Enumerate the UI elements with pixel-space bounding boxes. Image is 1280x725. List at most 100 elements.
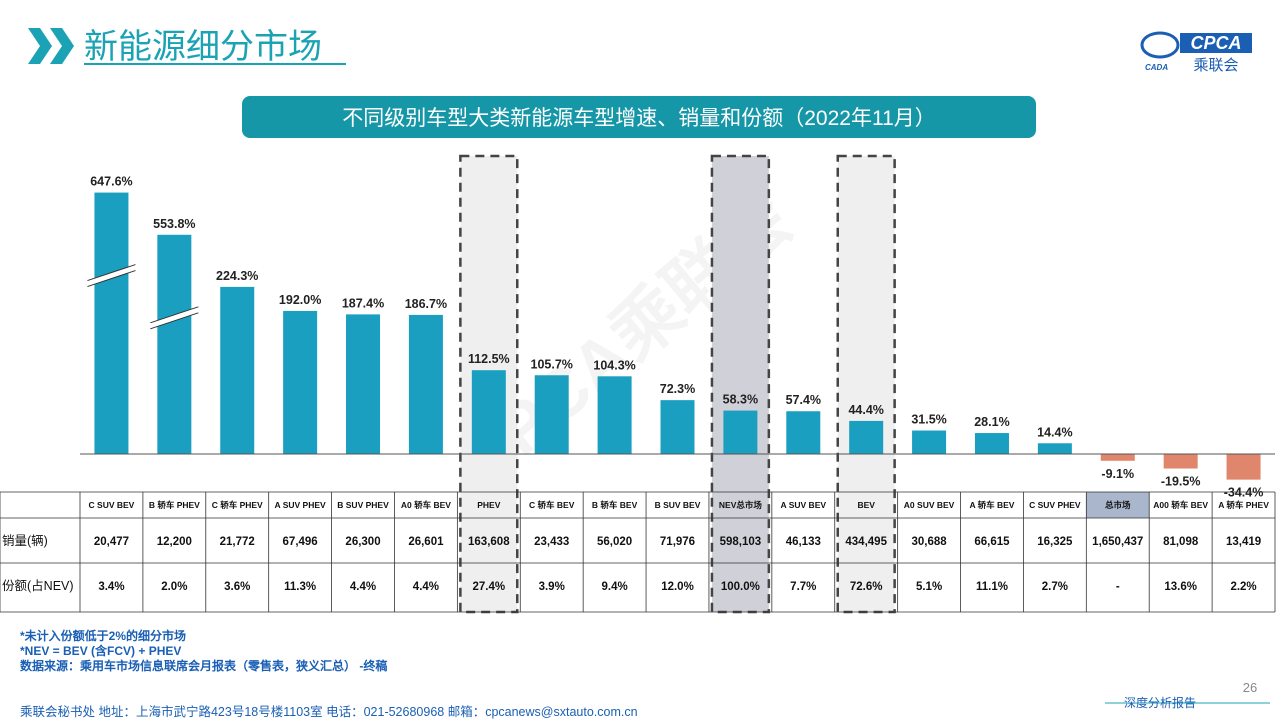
bar bbox=[346, 314, 381, 454]
bar bbox=[157, 234, 192, 454]
data-label: 647.6% bbox=[90, 175, 132, 189]
row-label: 份额(占NEV) bbox=[2, 578, 74, 593]
table-cell: 11.1% bbox=[976, 581, 1008, 593]
column-header: BEV bbox=[857, 500, 875, 510]
axis-break bbox=[87, 264, 136, 287]
axis-break-line bbox=[87, 270, 136, 288]
column-header: A00 轿车 BEV bbox=[1153, 500, 1208, 510]
table-cell: 26,300 bbox=[345, 536, 380, 548]
table-cell: 81,098 bbox=[1163, 536, 1199, 548]
column-header: NEV总市场 bbox=[719, 500, 762, 510]
bar bbox=[94, 192, 129, 454]
bar bbox=[912, 430, 947, 454]
axis-break-line bbox=[150, 312, 199, 330]
column-header: B SUV BEV bbox=[655, 500, 701, 510]
table-cell: 71,976 bbox=[660, 536, 695, 548]
bar bbox=[471, 370, 506, 454]
table-cell: 12.0% bbox=[661, 581, 694, 593]
row-label: 销量(辆) bbox=[2, 534, 48, 548]
bar bbox=[1100, 454, 1135, 461]
column-header: C 轿车 PHEV bbox=[212, 500, 263, 510]
data-label: 44.4% bbox=[848, 403, 883, 417]
column-header: A 轿车 PHEV bbox=[1218, 500, 1269, 510]
report-label: 深度分析报告 bbox=[1124, 695, 1196, 710]
data-label: 186.7% bbox=[405, 297, 447, 311]
table-cell: 11.3% bbox=[284, 581, 316, 593]
note: 数据来源：乘用车市场信息联席会月报表（零售表，狭义汇总） -终稿 bbox=[20, 658, 387, 673]
bar bbox=[1163, 454, 1198, 469]
table-cell: 13,419 bbox=[1226, 536, 1261, 548]
column-header: A SUV PHEV bbox=[275, 500, 327, 510]
column-header: C SUV PHEV bbox=[1029, 500, 1081, 510]
table-cell: 20,477 bbox=[94, 536, 129, 548]
data-label: 187.4% bbox=[342, 296, 384, 310]
column-header: B SUV PHEV bbox=[337, 500, 389, 510]
logo-box bbox=[1180, 33, 1252, 53]
highlight-box bbox=[836, 154, 896, 614]
table-cell: 3.4% bbox=[98, 581, 124, 593]
bar bbox=[660, 400, 695, 454]
note: *NEV = BEV (含FCV) + PHEV bbox=[20, 643, 181, 658]
column-header: C SUV BEV bbox=[89, 500, 135, 510]
column-header: 总市场 bbox=[1105, 500, 1131, 510]
data-label: 112.5% bbox=[468, 352, 510, 366]
logo-sub: 乘联会 bbox=[1193, 57, 1238, 74]
data-label: 104.3% bbox=[593, 358, 635, 372]
table-cell: 23,433 bbox=[534, 536, 569, 548]
data-label: 28.1% bbox=[974, 415, 1009, 429]
data-label: -19.5% bbox=[1161, 475, 1201, 489]
data-label: 72.3% bbox=[660, 382, 695, 396]
column-header: A0 SUV BEV bbox=[904, 500, 955, 510]
data-label: 58.3% bbox=[723, 393, 758, 407]
logo-small: CADA bbox=[1145, 63, 1168, 72]
bar bbox=[534, 375, 569, 454]
table-cell: 66,615 bbox=[974, 536, 1010, 548]
table-cell: 13.6% bbox=[1164, 581, 1197, 593]
table-cell: 67,496 bbox=[283, 536, 318, 548]
data-label: 14.4% bbox=[1037, 425, 1072, 439]
chart-title-banner bbox=[242, 96, 1036, 138]
bar bbox=[283, 310, 318, 454]
data-label: 31.5% bbox=[911, 413, 946, 427]
bar bbox=[786, 411, 821, 454]
table-cell: 4.4% bbox=[350, 581, 376, 593]
axis-break-line bbox=[87, 264, 136, 282]
table-cell: 434,495 bbox=[845, 536, 887, 548]
data-label: 553.8% bbox=[153, 217, 195, 231]
table-cell: 163,608 bbox=[468, 536, 510, 548]
table-cell: 46,133 bbox=[786, 536, 821, 548]
bar bbox=[849, 420, 884, 454]
table-cell: 2.7% bbox=[1042, 581, 1068, 593]
table-cell: 12,200 bbox=[157, 536, 192, 548]
page-number: 26 bbox=[1243, 680, 1257, 695]
column-header: A0 轿车 BEV bbox=[401, 500, 451, 510]
column-header: A 轿车 BEV bbox=[969, 500, 1014, 510]
axis-break bbox=[150, 306, 199, 329]
table-cell: 2.2% bbox=[1230, 581, 1256, 593]
chevron bbox=[50, 28, 74, 64]
bar bbox=[1226, 454, 1261, 480]
bar bbox=[597, 376, 632, 454]
bar bbox=[220, 286, 255, 454]
data-label: -9.1% bbox=[1101, 467, 1134, 481]
data-label: 105.7% bbox=[531, 357, 573, 371]
table-cell: 21,772 bbox=[220, 536, 255, 548]
table-cell: 9.4% bbox=[601, 581, 627, 593]
table-cell: 4.4% bbox=[413, 581, 439, 593]
table-cell: - bbox=[1116, 581, 1120, 593]
data-label: 192.0% bbox=[279, 293, 321, 307]
column-header: B 轿车 BEV bbox=[592, 500, 638, 510]
bar bbox=[723, 410, 758, 454]
column-header: PHEV bbox=[477, 500, 500, 510]
table-cell: 100.0% bbox=[721, 581, 760, 593]
note: *未计入份额低于2%的细分市场 bbox=[20, 628, 186, 643]
column-header: B 轿车 PHEV bbox=[149, 500, 200, 510]
chart-title: 不同级别车型大类新能源车型增速、销量和份额（2022年11月） bbox=[342, 107, 936, 130]
table-cell: 26,601 bbox=[408, 536, 444, 548]
table-cell: 598,103 bbox=[720, 536, 762, 548]
table-cell: 1,650,437 bbox=[1092, 536, 1143, 548]
table-cell: 3.6% bbox=[224, 581, 250, 593]
table-cell: 16,325 bbox=[1037, 536, 1073, 548]
